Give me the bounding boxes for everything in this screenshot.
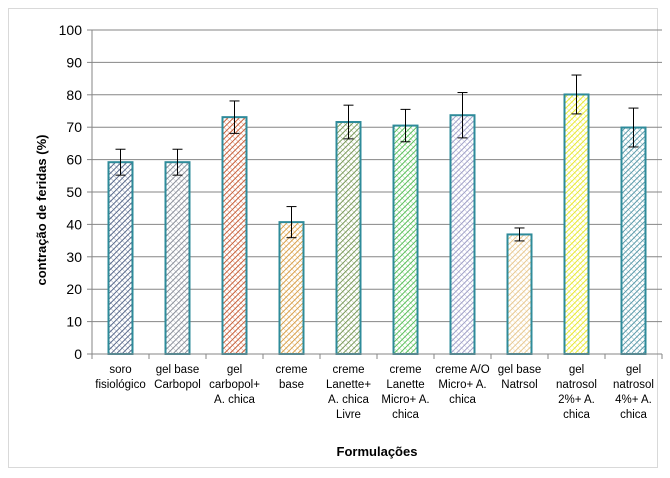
x-category-line: creme	[333, 364, 365, 376]
x-category-line: creme	[390, 364, 422, 376]
x-category-label: gel base Natrsol	[498, 364, 541, 391]
x-category-line: natrosol	[613, 379, 654, 391]
x-category-line: creme	[276, 364, 308, 376]
y-tick-label: 10	[66, 314, 82, 330]
x-category-line: creme A/O	[435, 364, 489, 376]
x-axis-categories: soro fisiológico gel base Carbopol gel carbop…	[95, 364, 654, 421]
x-category-line: chica	[392, 409, 419, 421]
x-category-line: carbopol+	[209, 379, 260, 391]
y-axis-ticks: 0 10 20 30 40 50 60 70 80 90 100	[59, 22, 663, 362]
x-category-line: gel base	[156, 364, 199, 376]
bar-crosshatch-9	[622, 128, 645, 353]
x-category-line: Carbopol	[154, 379, 201, 391]
x-category-label: gel natrosol 2%+ A. chica	[556, 364, 597, 421]
x-category-label: creme A/O Micro+ A. chica	[435, 364, 489, 406]
x-category-line: natrosol	[556, 379, 597, 391]
x-category-label: creme Lanette Micro+ A. chica	[381, 364, 429, 421]
x-category-line: base	[279, 379, 304, 391]
y-tick-label: 100	[59, 22, 83, 38]
x-category-line: 4%+ A.	[615, 394, 652, 406]
x-category-line: soro	[109, 364, 131, 376]
y-tick-label: 0	[74, 346, 82, 362]
y-tick-label: 40	[66, 216, 82, 232]
y-tick-label: 50	[66, 184, 82, 200]
bar-crosshatch-0	[109, 163, 132, 353]
x-axis-title: Formulações	[337, 444, 418, 459]
x-category-line: Micro+ A.	[438, 379, 486, 391]
y-tick-label: 90	[66, 54, 82, 70]
y-tick-label: 60	[66, 152, 82, 168]
bar-crosshatch-2	[223, 118, 246, 353]
x-category-line: A. chica	[214, 394, 256, 406]
x-category-line: Natrsol	[501, 379, 537, 391]
x-category-line: Micro+ A.	[381, 394, 429, 406]
x-category-line: gel base	[498, 364, 541, 376]
x-category-line: chica	[563, 409, 590, 421]
x-category-line: gel	[227, 364, 242, 376]
y-tick-label: 80	[66, 87, 82, 103]
x-category-line: 2%+ A.	[558, 394, 595, 406]
x-category-line: gel	[569, 364, 584, 376]
x-category-label: gel natrosol 4%+ A. chica	[613, 364, 654, 421]
bar-crosshatch-5	[394, 126, 417, 353]
x-category-line: gel	[626, 364, 641, 376]
x-category-line: chica	[449, 394, 476, 406]
y-tick-label: 20	[66, 281, 82, 297]
x-category-line: Lanette	[386, 379, 424, 391]
bar-crosshatch-4	[337, 123, 360, 354]
x-category-label: soro fisiológico	[95, 364, 146, 391]
x-category-line: chica	[620, 409, 647, 421]
x-category-label: gel carbopol+ A. chica	[209, 364, 260, 406]
bar-crosshatch-1	[166, 163, 189, 353]
x-category-line: fisiológico	[95, 379, 146, 391]
y-tick-label: 70	[66, 119, 82, 135]
x-category-line: Lanette+	[326, 379, 371, 391]
x-category-label: gel base Carbopol	[154, 364, 201, 391]
y-tick-label: 30	[66, 249, 82, 265]
y-axis-title: contração de feridas (%)	[34, 135, 49, 286]
x-category-label: creme Lanette+ A. chica Livre	[326, 364, 371, 421]
bar-crosshatch-6	[451, 116, 474, 353]
bar-crosshatch-8	[565, 95, 588, 353]
error-bars	[115, 74, 639, 242]
bars	[107, 93, 647, 355]
bar-crosshatch-3	[280, 223, 303, 353]
x-category-line: Livre	[336, 409, 361, 421]
bar-crosshatch-7	[508, 235, 531, 353]
x-category-label: creme base	[276, 364, 308, 391]
x-category-line: A. chica	[328, 394, 370, 406]
